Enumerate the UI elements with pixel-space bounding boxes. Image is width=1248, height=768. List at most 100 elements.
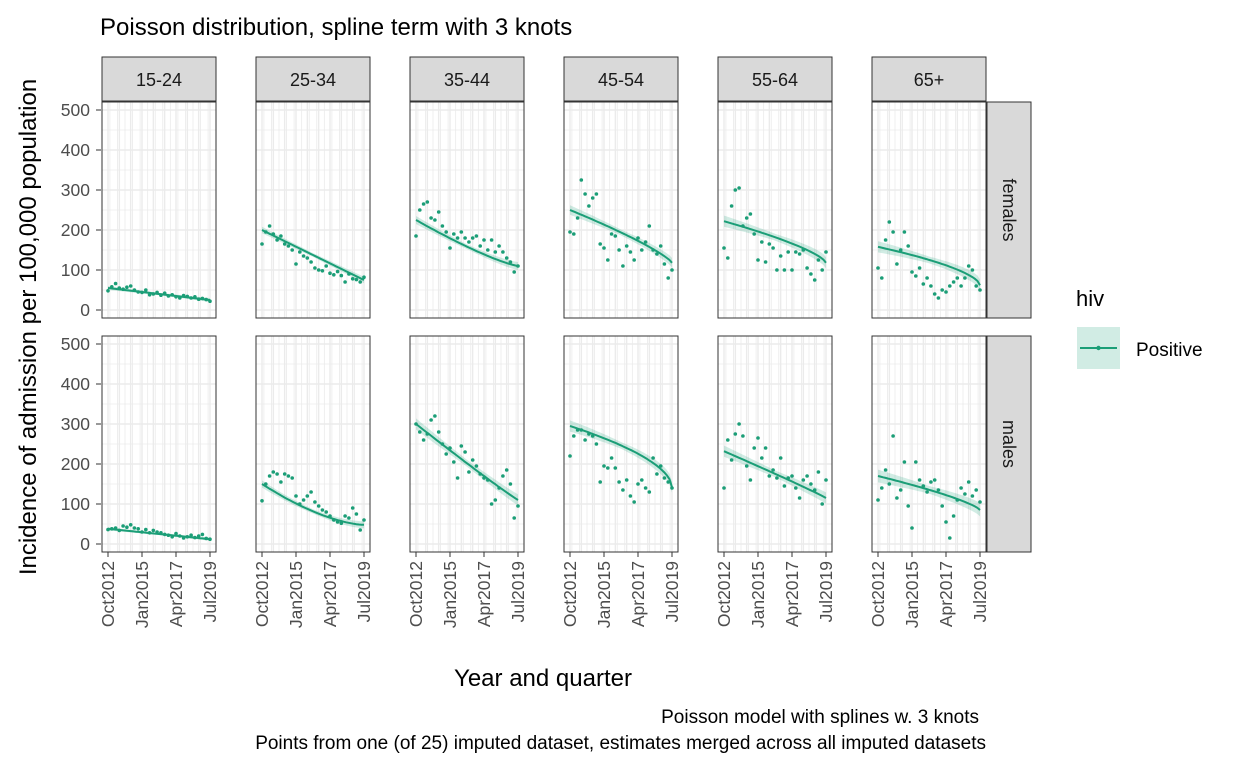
data-point (966, 264, 971, 268)
data-point (658, 464, 663, 468)
data-point (332, 273, 336, 277)
data-point (121, 524, 125, 528)
data-point (670, 486, 674, 490)
data-point (125, 525, 129, 529)
y-tick-label: 500 (61, 334, 90, 354)
data-point (974, 488, 978, 492)
data-point (147, 293, 152, 297)
data-point (951, 514, 956, 518)
panel-border (101, 101, 217, 319)
data-point (756, 258, 760, 262)
data-point (181, 536, 186, 540)
data-point (895, 496, 899, 500)
data-point (452, 460, 456, 464)
panel-males-45-54 (563, 335, 679, 553)
data-point (335, 269, 340, 274)
data-point (185, 294, 190, 299)
data-point (343, 514, 347, 518)
data-point (425, 200, 430, 204)
data-point (132, 526, 137, 530)
data-point (185, 535, 190, 539)
data-point (906, 504, 910, 508)
fitted-line (261, 483, 365, 526)
facet-strip-label: 55-64 (752, 70, 798, 90)
data-point (106, 527, 110, 532)
data-point (155, 530, 159, 534)
data-point (767, 242, 772, 246)
data-point (208, 299, 212, 304)
data-point (621, 264, 625, 268)
data-point (350, 277, 355, 281)
data-point (414, 234, 418, 238)
data-point (895, 262, 899, 266)
panel-border (101, 335, 217, 553)
data-point (891, 434, 895, 438)
legend-title: hiv (1076, 286, 1104, 311)
data-point (741, 434, 745, 438)
data-point (978, 500, 982, 504)
x-tick-label: Jan2015 (132, 561, 152, 628)
panel-border (409, 101, 525, 319)
data-point (670, 268, 674, 272)
data-point (609, 456, 614, 460)
data-point (455, 476, 460, 480)
data-point (271, 470, 276, 474)
data-point (910, 526, 914, 530)
data-point (459, 230, 464, 234)
data-point (752, 446, 756, 450)
data-point (628, 494, 633, 498)
data-point (805, 266, 809, 270)
data-point (744, 216, 749, 220)
data-point (298, 250, 302, 254)
data-point (820, 268, 824, 272)
data-point (343, 280, 347, 284)
data-point (155, 290, 159, 295)
x-tick-label: Jul2019 (816, 561, 836, 622)
data-point (733, 432, 738, 436)
data-point (170, 293, 174, 297)
data-point (440, 224, 445, 228)
x-tick-label: Apr2017 (474, 561, 494, 627)
data-point (568, 230, 572, 234)
x-tick-label: Oct2012 (406, 561, 426, 627)
fitted-line (723, 450, 827, 499)
data-point (113, 281, 118, 286)
panel-border (563, 335, 679, 553)
data-point (301, 254, 306, 258)
data-point (970, 494, 975, 498)
data-point (125, 285, 129, 290)
x-tick-label: Apr2017 (782, 561, 802, 627)
data-point (275, 238, 279, 242)
panel-border (409, 335, 525, 553)
data-point (478, 244, 483, 248)
data-point (790, 268, 794, 272)
data-point (193, 295, 197, 299)
data-point (470, 458, 475, 462)
data-point (181, 293, 186, 298)
panel-border (717, 101, 833, 319)
y-tick-label: 0 (80, 300, 90, 320)
data-point (921, 484, 926, 488)
data-point (572, 434, 576, 438)
data-point (752, 232, 756, 236)
data-point (512, 516, 516, 520)
data-point (501, 250, 505, 254)
data-point (929, 480, 933, 484)
data-point (929, 284, 933, 288)
x-tick-label: Oct2012 (252, 561, 272, 627)
facet-strip-55-64 (717, 56, 833, 102)
data-point (617, 248, 621, 252)
data-point (151, 292, 156, 296)
data-point (328, 514, 332, 518)
legend-key-point (1096, 345, 1101, 351)
data-point (948, 284, 952, 288)
data-point (809, 482, 813, 486)
data-point (598, 480, 602, 484)
data-point (267, 224, 272, 228)
x-tick-label: Jan2015 (748, 561, 768, 628)
data-point (963, 492, 967, 496)
x-tick-label: Apr2017 (628, 561, 648, 627)
data-point (121, 287, 125, 292)
data-point (948, 536, 952, 540)
